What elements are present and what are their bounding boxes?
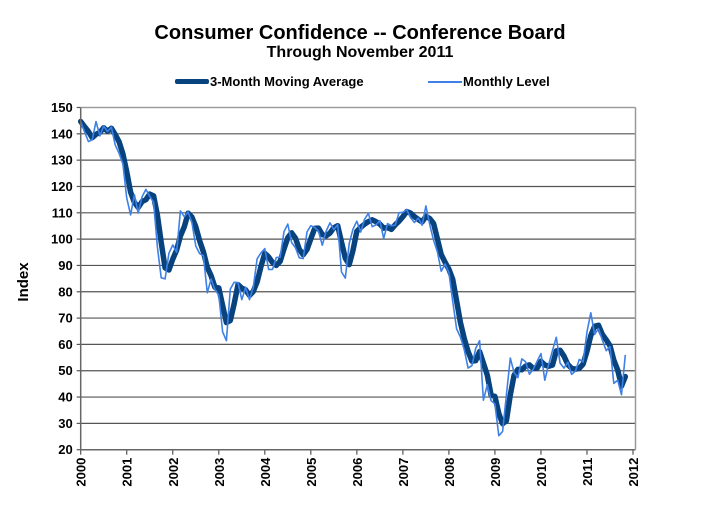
y-tick-label: 130	[51, 153, 73, 168]
legend-swatch-monthly-level	[428, 80, 462, 83]
x-tick-label: 2010	[534, 458, 549, 487]
x-tick-label: 2003	[212, 458, 227, 487]
y-tick-label: 70	[58, 311, 72, 326]
legend-swatch-moving-average	[175, 79, 209, 84]
y-tick-label: 50	[58, 363, 72, 378]
x-tick-label: 2012	[626, 458, 641, 487]
y-tick-label: 100	[51, 232, 73, 247]
x-tick-label: 2008	[442, 458, 457, 487]
chart-subtitle: Through November 2011	[266, 44, 454, 61]
x-tick-label: 2000	[74, 458, 89, 487]
x-tick-label: 2009	[488, 458, 503, 487]
legend-item-monthly-level: Monthly Level	[428, 74, 550, 89]
legend-label-monthly-level: Monthly Level	[463, 74, 550, 89]
legend-item-moving-average: 3-Month Moving Average	[175, 74, 364, 89]
x-tick-label: 2006	[350, 458, 365, 487]
y-tick-label: 30	[58, 416, 72, 431]
y-tick-label: 140	[51, 126, 73, 141]
y-tick-label: 20	[58, 442, 72, 457]
y-tick-label: 90	[58, 258, 72, 273]
chart-title: Consumer Confidence -- Conference Board	[154, 22, 566, 44]
legend-label-moving-average: 3-Month Moving Average	[210, 74, 364, 89]
y-tick-label: 80	[58, 284, 72, 299]
y-tick-label: 40	[58, 390, 72, 405]
y-tick-label: 110	[52, 205, 73, 220]
series-line-moving-average	[77, 118, 629, 427]
series-line-monthly-level	[79, 120, 627, 437]
x-tick-label: 2005	[304, 458, 319, 487]
x-tick-label: 2001	[120, 458, 135, 487]
x-tick-label: 2004	[258, 457, 273, 487]
y-tick-label: 60	[58, 337, 72, 352]
y-tick-label: 120	[51, 179, 73, 194]
y-axis-label: Index	[15, 262, 32, 302]
x-tick-label: 2002	[166, 458, 181, 487]
x-tick-label: 2011	[580, 458, 595, 486]
x-tick-label: 2007	[396, 458, 411, 487]
y-tick-label: 150	[51, 100, 73, 115]
